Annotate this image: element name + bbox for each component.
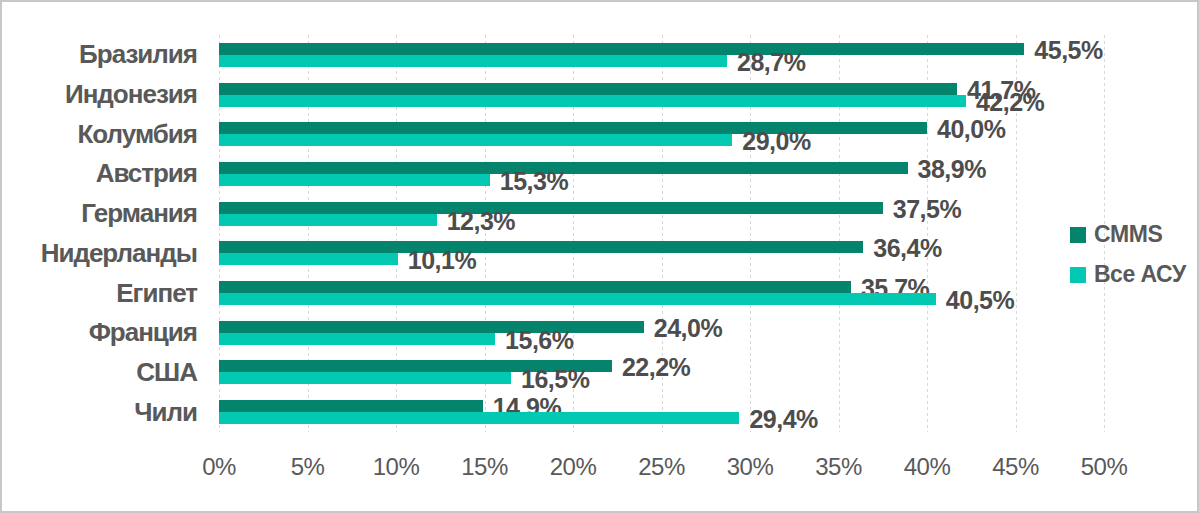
category-label: Индонезия: [2, 75, 197, 115]
x-axis-tick-label: 30%: [702, 453, 798, 481]
bar-value-label: 16,5%: [521, 367, 589, 392]
bar-value-label: 40,0%: [937, 117, 1005, 142]
bar-value-label: 10,1%: [408, 248, 476, 273]
x-axis-tick-label: 20%: [525, 453, 621, 481]
legend: CMMS Все АСУ: [1070, 223, 1186, 286]
category-label: США: [2, 353, 197, 393]
x-axis-tick-label: 35%: [791, 453, 887, 481]
bar-cmms-7: [219, 321, 644, 333]
bar-value-label: 37,5%: [893, 196, 961, 221]
bar-vse-asu-6: [219, 293, 936, 305]
bar-value-label: 40,5%: [946, 288, 1014, 313]
legend-item-cmms: CMMS: [1070, 223, 1186, 246]
legend-label-cmms: CMMS: [1094, 223, 1162, 246]
x-axis-tick-label: 0%: [171, 453, 267, 481]
bar-vse-asu-4: [219, 214, 437, 226]
vse-asu-series-swatch-icon: [1070, 267, 1086, 283]
x-axis-tick-label: 5%: [260, 453, 356, 481]
category-label: Германия: [2, 194, 197, 234]
x-axis-tick-label: 25%: [614, 453, 710, 481]
bar-cmms-0: [219, 43, 1024, 55]
bar-vse-asu-0: [219, 55, 727, 67]
legend-item-vse-asu: Все АСУ: [1070, 263, 1186, 286]
category-label: Бразилия: [2, 35, 197, 75]
category-label: Австрия: [2, 154, 197, 194]
x-axis-tick-label: 15%: [437, 453, 533, 481]
bar-vse-asu-5: [219, 253, 398, 265]
bar-value-label: 15,3%: [500, 168, 568, 193]
bar-value-label: 15,6%: [505, 327, 573, 352]
bar-value-label: 36,4%: [873, 236, 941, 261]
x-axis-tick-label: 45%: [968, 453, 1064, 481]
bar-value-label: 12,3%: [447, 208, 515, 233]
bar-value-label: 42,2%: [976, 89, 1044, 114]
category-label: Нидерланды: [2, 234, 197, 274]
plot-area: 0%5%10%15%20%25%30%35%40%45%50% Бразилия 4…: [2, 2, 1197, 511]
bar-vse-asu-8: [219, 372, 511, 384]
bar-value-label: 28,7%: [737, 49, 805, 74]
bar-vse-asu-2: [219, 134, 732, 146]
bar-vse-asu-3: [219, 174, 490, 186]
bar-value-label: 24,0%: [654, 315, 722, 340]
bar-value-label: 22,2%: [622, 355, 690, 380]
x-axis-tick-label: 50%: [1056, 453, 1152, 481]
x-axis-tick-label: 40%: [879, 453, 975, 481]
legend-label-vse-asu: Все АСУ: [1094, 263, 1186, 286]
bar-vse-asu-7: [219, 333, 495, 345]
bar-cmms-6: [219, 281, 851, 293]
bar-value-label: 29,0%: [742, 129, 810, 154]
category-label: Чили: [2, 392, 197, 432]
cmms-series-swatch-icon: [1070, 227, 1086, 243]
bar-value-label: 29,4%: [749, 407, 817, 432]
bar-cmms-1: [219, 83, 957, 95]
x-axis-tick-label: 10%: [348, 453, 444, 481]
category-label: Колумбия: [2, 114, 197, 154]
category-label: Франция: [2, 313, 197, 353]
bar-value-label: 45,5%: [1034, 37, 1102, 62]
bar-vse-asu-1: [219, 95, 966, 107]
bar-cmms-9: [219, 400, 483, 412]
category-label: Египет: [2, 273, 197, 313]
bar-cmms-4: [219, 202, 883, 214]
bar-cmms-5: [219, 241, 863, 253]
bar-value-label: 38,9%: [918, 156, 986, 181]
bar-chart: 0%5%10%15%20%25%30%35%40%45%50% Бразилия 4…: [0, 0, 1199, 513]
bar-vse-asu-9: [219, 412, 739, 424]
bar-cmms-2: [219, 122, 927, 134]
